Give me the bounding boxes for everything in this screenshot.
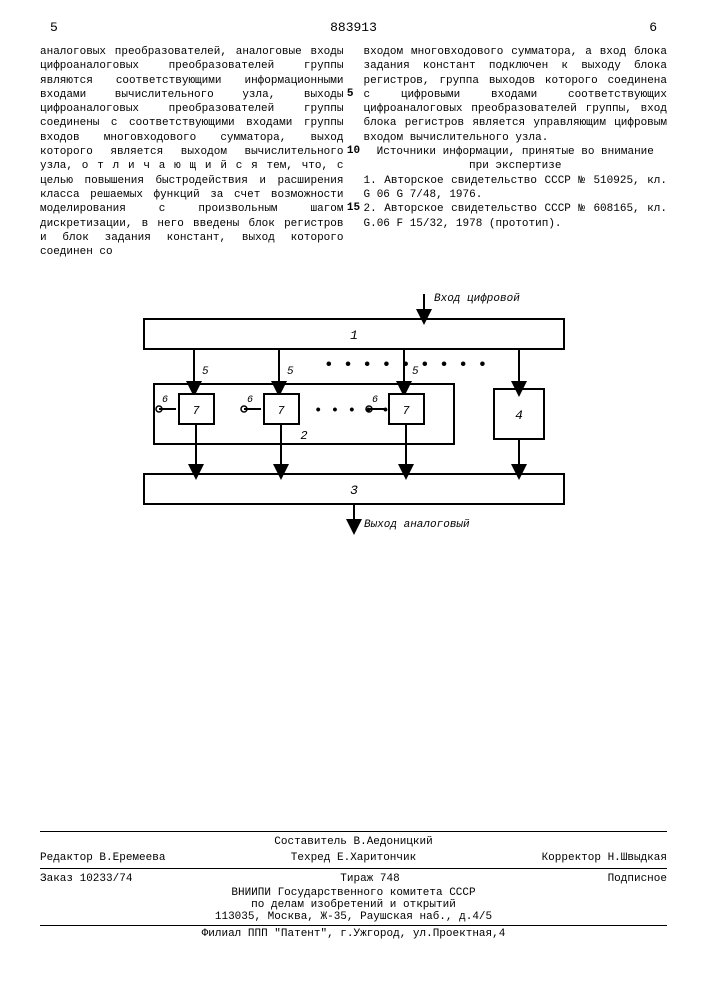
line-number-markers: 5 10 15 (347, 48, 360, 214)
order-number: Заказ 10233/74 (40, 873, 132, 885)
svg-text:7: 7 (192, 404, 200, 418)
line-marker: 10 (347, 145, 360, 157)
org-address: 113035, Москва, Ж-35, Раушская наб., д.4… (40, 911, 667, 923)
line-marker: 15 (347, 202, 360, 214)
left-column: аналоговых преобразователей, аналоговые … (40, 45, 344, 259)
page-num-left: 5 (50, 20, 58, 35)
page-num-right: 6 (649, 20, 657, 35)
svg-text:2: 2 (300, 429, 307, 443)
org-line-1: ВНИИПИ Государственного комитета СССР (40, 887, 667, 899)
svg-text:7: 7 (277, 404, 285, 418)
source-citation-2: 2. Авторское свидетельство СССР № 608165… (364, 202, 668, 231)
claim-text-left: аналоговых преобразователей, аналоговые … (40, 45, 344, 259)
svg-text:• • • • • • • • •: • • • • • • • • • (324, 356, 487, 374)
patent-page: 5 883913 6 5 10 15 аналоговых преобразов… (0, 0, 707, 1000)
block-diagram: Вход цифровой 1 5 5 5 • • • • • • • • • … (124, 289, 584, 549)
corrector: Корректор Н.Швыдкая (542, 852, 667, 864)
svg-text:4: 4 (515, 408, 523, 423)
page-header: 5 883913 6 (40, 20, 667, 35)
input-label: Вход цифровой (434, 292, 520, 305)
org-line-2: по делам изобретений и открытий (40, 899, 667, 911)
svg-text:3: 3 (350, 483, 358, 498)
tirazh: Тираж 748 (340, 873, 399, 885)
svg-text:5: 5 (202, 366, 209, 378)
line-marker: 5 (347, 88, 360, 100)
imprint-footer: Составитель В.Аедоницкий Редактор В.Ерем… (40, 829, 667, 940)
claim-text-right: входом многовходового сумматора, а вход … (364, 45, 668, 145)
svg-text:1: 1 (350, 328, 358, 343)
output-label: Выход аналоговый (364, 519, 470, 531)
svg-text:6: 6 (247, 395, 253, 406)
compiler: Составитель В.Аедоницкий (274, 836, 432, 848)
podpisnoe: Подписное (608, 873, 667, 885)
svg-text:• • • • •: • • • • • (314, 403, 390, 419)
sources-heading: Источники информации, принятые во вниман… (364, 145, 668, 174)
svg-text:7: 7 (402, 404, 410, 418)
right-column: входом многовходового сумматора, а вход … (364, 45, 668, 259)
filial: Филиал ППП "Патент", г.Ужгород, ул.Проек… (40, 928, 667, 940)
svg-text:5: 5 (287, 366, 294, 378)
svg-text:6: 6 (162, 395, 168, 406)
editor: Редактор В.Еремеева (40, 852, 165, 864)
techred: Техред Е.Харитончик (291, 852, 416, 864)
patent-number: 883913 (330, 20, 377, 35)
source-citation-1: 1. Авторское свидетельство СССР № 510925… (364, 174, 668, 203)
